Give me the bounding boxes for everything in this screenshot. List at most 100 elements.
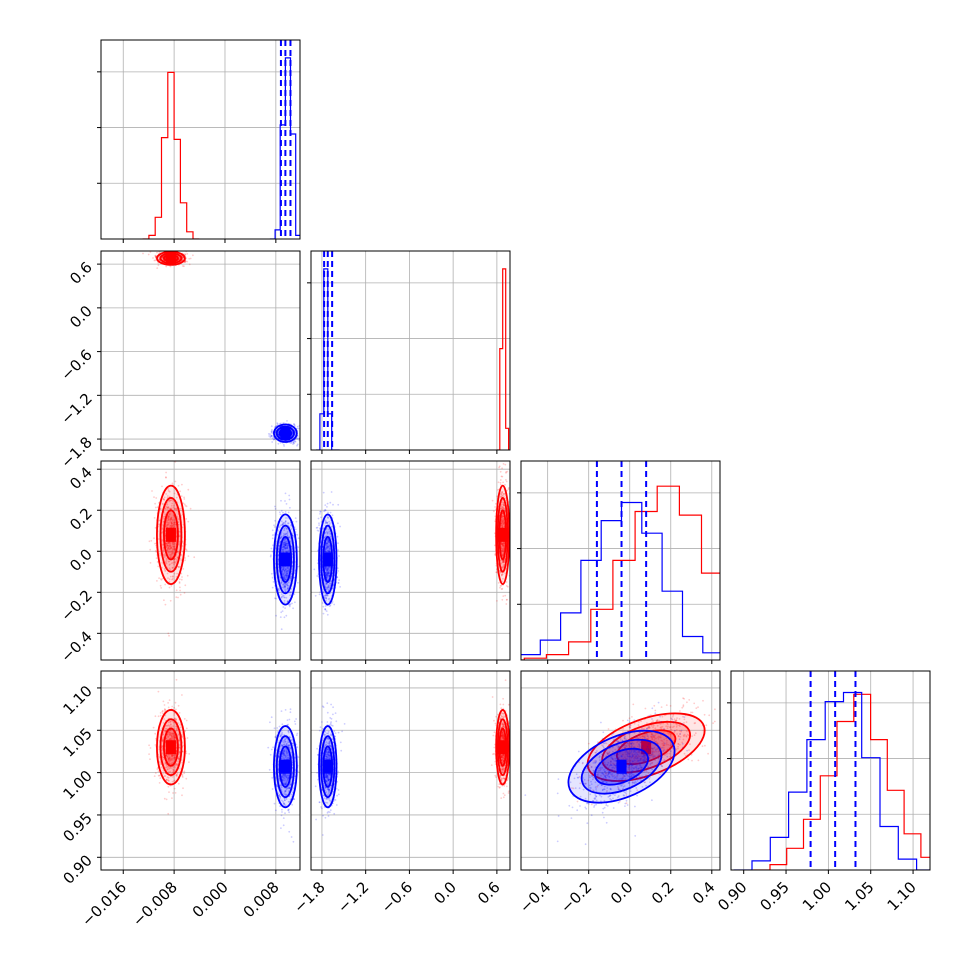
- scatter-point: [502, 518, 505, 521]
- scatter-point: [499, 571, 502, 574]
- scatter-point: [178, 565, 181, 568]
- scatter-point: [502, 507, 504, 509]
- scatter-point: [173, 561, 176, 563]
- scatter-point: [169, 734, 172, 736]
- scatter-point: [164, 555, 167, 557]
- scatter-point: [494, 553, 496, 556]
- scatter-point: [174, 480, 177, 483]
- scatter-point: [493, 532, 496, 535]
- scatter-point: [275, 597, 277, 600]
- scatter-point: [285, 517, 287, 519]
- scatter-point: [165, 493, 168, 495]
- scatter-point: [284, 775, 286, 778]
- scatter-point: [167, 766, 170, 768]
- scatter-point: [161, 502, 164, 505]
- scatter-point: [175, 535, 178, 538]
- scatter-point: [324, 566, 327, 569]
- scatter-point: [324, 548, 327, 551]
- contour-line: [156, 484, 186, 585]
- scatter-point: [290, 528, 293, 530]
- scatter-point: [172, 543, 174, 546]
- scatter-point: [172, 561, 175, 564]
- scatter-point: [166, 756, 169, 758]
- scatter-point: [493, 510, 495, 513]
- scatter-point: [328, 545, 331, 547]
- scatter-point: [175, 708, 177, 711]
- scatter-point: [285, 782, 287, 785]
- scatter-point: [502, 547, 505, 550]
- density-peak: [165, 251, 176, 266]
- scatter-point: [164, 247, 166, 249]
- scatter-point: [329, 511, 332, 514]
- scatter-point: [501, 542, 504, 545]
- scatter-point: [171, 761, 174, 764]
- panel-content: [311, 251, 510, 450]
- scatter-point: [284, 520, 287, 522]
- scatter-point: [327, 584, 330, 587]
- scatter-point: [156, 561, 159, 563]
- scatter-point: [168, 732, 170, 734]
- scatter-point: [154, 502, 157, 505]
- scatter-point: [297, 565, 299, 568]
- scatter-point: [176, 516, 179, 518]
- scatter-point: [273, 727, 276, 730]
- scatter-point: [182, 750, 184, 753]
- scatter-point: [285, 570, 288, 573]
- scatter-point: [502, 561, 504, 564]
- scatter-point: [185, 549, 188, 552]
- scatter-point: [282, 549, 285, 551]
- scatter-point: [172, 735, 175, 738]
- scatter-point: [287, 581, 290, 584]
- scatter-point: [173, 780, 175, 782]
- scatter-point: [501, 542, 504, 545]
- scatter-point: [502, 561, 505, 563]
- scatter-point: [160, 766, 163, 769]
- scatter-point: [173, 757, 176, 760]
- scatter-point: [284, 543, 287, 546]
- scatter-point: [284, 741, 286, 743]
- scatter-point: [504, 497, 507, 499]
- scatter-point: [168, 757, 171, 760]
- scatter-point: [288, 536, 291, 538]
- scatter-point: [504, 463, 507, 466]
- scatter-point: [176, 763, 178, 765]
- scatter-point: [282, 573, 285, 576]
- scatter-point: [169, 520, 172, 522]
- scatter-point: [328, 550, 331, 552]
- scatter-point: [283, 529, 286, 531]
- scatter-point: [279, 805, 281, 807]
- scatter-point: [167, 706, 170, 709]
- scatter-point: [283, 750, 286, 753]
- scatter-point: [330, 491, 333, 493]
- scatter-point: [282, 543, 285, 545]
- scatter-point: [293, 720, 296, 723]
- scatter-point: [501, 501, 503, 503]
- scatter-point: [174, 736, 176, 738]
- scatter-point: [326, 532, 329, 535]
- scatter-point: [186, 574, 189, 577]
- scatter-point: [284, 534, 286, 536]
- scatter-point: [158, 782, 161, 784]
- scatter-point: [323, 537, 326, 539]
- scatter-point: [185, 719, 188, 722]
- scatter-point: [154, 772, 157, 774]
- scatter-point: [281, 573, 284, 576]
- scatter-point: [282, 744, 284, 747]
- scatter-point: [179, 490, 182, 493]
- scatter-point: [285, 542, 287, 545]
- scatter-point: [294, 440, 297, 443]
- scatter-point: [286, 587, 289, 590]
- scatter-point: [173, 519, 176, 521]
- scatter-point: [168, 507, 170, 510]
- scatter-point: [169, 545, 171, 548]
- scatter-point: [289, 711, 292, 714]
- scatter-point: [301, 432, 303, 434]
- scatter-point: [282, 523, 285, 525]
- scatter-point: [173, 756, 176, 758]
- scatter-point: [284, 547, 287, 550]
- scatter-point: [325, 610, 328, 612]
- scatter-point: [155, 497, 158, 499]
- scatter-point: [168, 548, 171, 551]
- scatter-point: [162, 733, 165, 735]
- scatter-point: [326, 566, 329, 569]
